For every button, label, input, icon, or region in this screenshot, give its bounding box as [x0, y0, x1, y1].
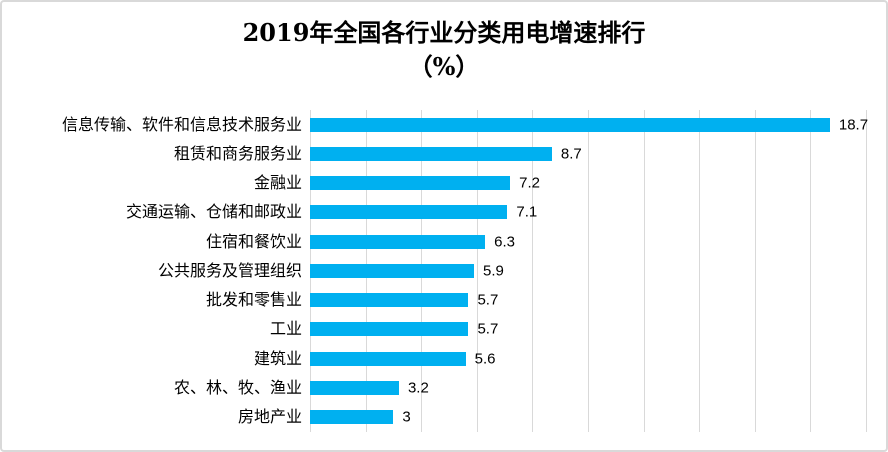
category-label: 信息传输、软件和信息技术服务业 — [61, 114, 302, 134]
value-label: 7.1 — [516, 203, 538, 221]
gridline — [699, 110, 701, 432]
category-label: 建筑业 — [253, 348, 302, 368]
bar[interactable] — [310, 410, 394, 425]
category-label: 交通运输、仓储和邮政业 — [125, 202, 302, 222]
value-label: 5.7 — [477, 291, 499, 309]
value-label: 5.6 — [474, 350, 496, 368]
gridline — [810, 110, 812, 432]
chart-title: 2019年全国各行业分类用电增速排行 （%） — [2, 16, 886, 84]
category-label: 住宿和餐饮业 — [205, 231, 302, 251]
category-label: 工业 — [269, 319, 302, 339]
gridline — [588, 110, 589, 432]
bar-track: 5.6 — [310, 344, 866, 373]
bar-track: 3 — [310, 403, 866, 432]
bar-track: 6.3 — [310, 227, 866, 256]
category-label: 租赁和商务服务业 — [173, 143, 302, 163]
value-label: 3 — [402, 408, 411, 426]
bar-rows: 信息传输、软件和信息技术服务业 18.7 租赁和商务服务业 8.7 金融业 7.2 交通运输… — [2, 110, 869, 432]
bar[interactable] — [310, 205, 508, 220]
bar-row: 公共服务及管理组织 5.9 — [2, 256, 866, 285]
category-label: 公共服务及管理组织 — [157, 260, 302, 280]
category-label: 房地产业 — [237, 407, 302, 427]
value-label: 7.2 — [519, 174, 541, 192]
value-label: 18.7 — [838, 116, 869, 134]
chart-title-line2: （%） — [408, 52, 480, 81]
chart-title-line1: 2019年全国各行业分类用电增速排行 — [242, 18, 646, 47]
bar-row: 金融业 7.2 — [2, 169, 866, 198]
value-label: 6.3 — [494, 233, 515, 251]
gridline — [643, 110, 645, 432]
category-label: 农、林、牧、渔业 — [173, 378, 302, 398]
bar-track: 5.9 — [310, 256, 866, 285]
category-label: 金融业 — [253, 173, 302, 193]
value-label: 3.2 — [407, 379, 429, 397]
bar-row: 房地产业 3 — [2, 403, 866, 432]
category-label: 批发和零售业 — [205, 290, 302, 310]
value-label: 5.9 — [483, 262, 504, 280]
gridline — [866, 110, 867, 432]
bar[interactable] — [310, 176, 511, 191]
bar-row: 租赁和商务服务业 8.7 — [2, 139, 866, 168]
bar[interactable] — [310, 351, 466, 366]
bar-track: 5.7 — [310, 286, 866, 315]
bar-track: 7.1 — [310, 198, 866, 227]
bar-row: 工业 5.7 — [2, 315, 866, 344]
bar[interactable] — [310, 381, 399, 396]
bar-row: 农、林、牧、渔业 3.2 — [2, 373, 866, 402]
bar-track: 7.2 — [310, 169, 866, 198]
bar-row: 交通运输、仓储和邮政业 7.1 — [2, 198, 866, 227]
bar[interactable] — [310, 293, 469, 308]
value-label: 8.7 — [560, 145, 582, 163]
bar[interactable] — [310, 234, 486, 249]
gridline — [754, 110, 756, 432]
gridline — [476, 110, 478, 432]
bar[interactable] — [310, 263, 475, 278]
bar[interactable] — [310, 117, 830, 132]
bar-track: 3.2 — [310, 373, 866, 402]
bar[interactable] — [310, 322, 469, 337]
bar-row: 建筑业 5.6 — [2, 344, 866, 373]
bar-track: 18.7 — [310, 110, 869, 139]
value-label: 5.7 — [477, 320, 499, 338]
bar-track: 8.7 — [310, 139, 866, 168]
bar-row: 批发和零售业 5.7 — [2, 286, 866, 315]
gridline — [532, 110, 534, 432]
bar-row: 住宿和餐饮业 6.3 — [2, 227, 866, 256]
bar[interactable] — [310, 146, 552, 161]
bar-track: 5.7 — [310, 315, 866, 344]
bar-row: 信息传输、软件和信息技术服务业 18.7 — [2, 110, 869, 139]
